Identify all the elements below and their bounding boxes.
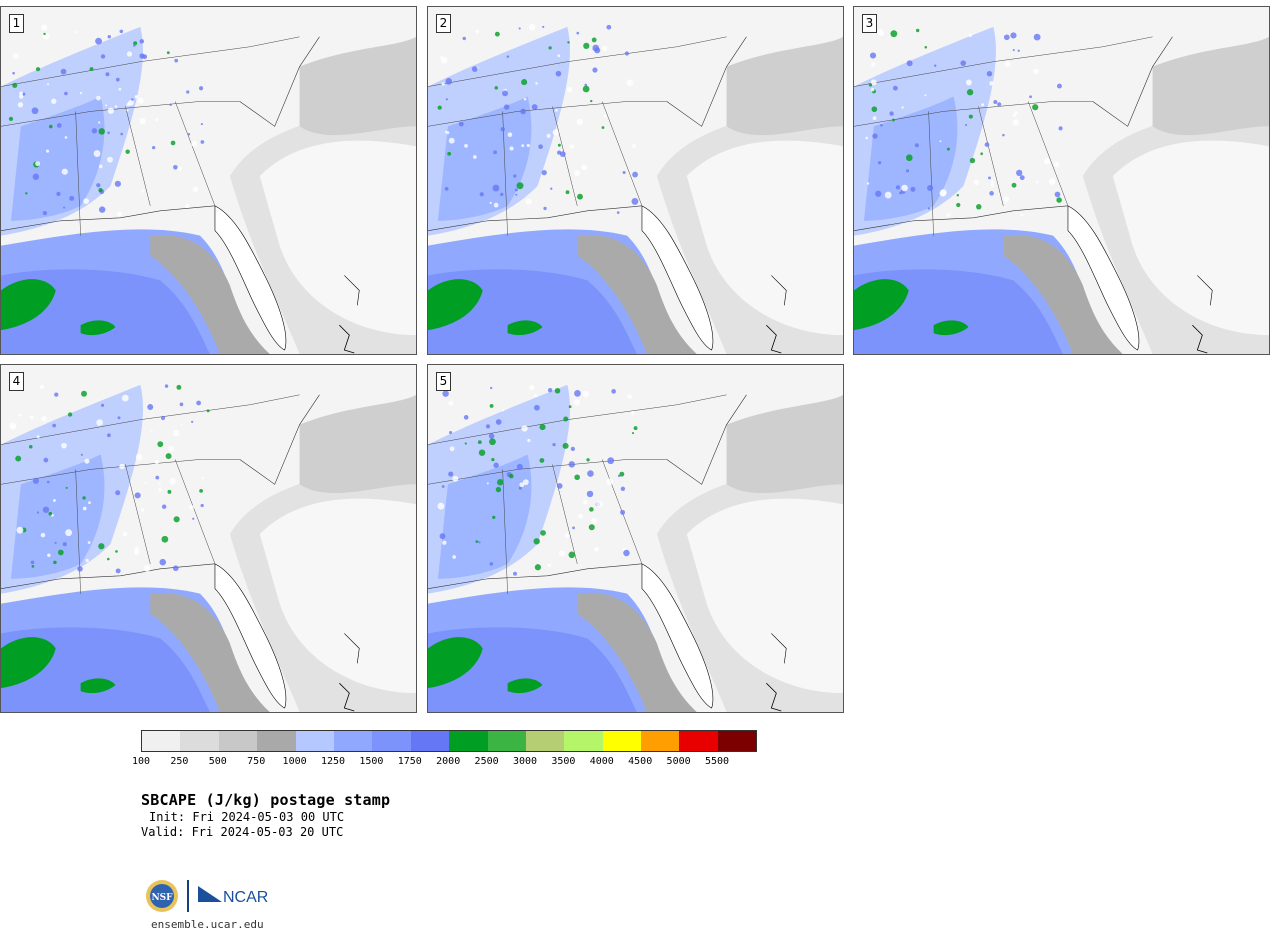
colorbar-swatch [218, 731, 258, 751]
init-time: Init: Fri 2024-05-03 00 UTC [149, 810, 345, 824]
panel-number-label: 4 [9, 372, 24, 391]
colorbar-swatch [602, 731, 642, 751]
colorbar-tick-label: 1500 [359, 756, 384, 767]
colorbar-tick-label: 1000 [282, 756, 307, 767]
panel-number-label: 3 [862, 14, 877, 33]
colorbar-tick-label: 100 [131, 756, 151, 767]
colorbar-swatch [180, 731, 219, 751]
panel-number-label: 2 [436, 14, 451, 33]
stamp-panel-2[interactable]: 2 [427, 6, 844, 355]
colorbar-swatch [142, 731, 181, 751]
colorbar-tick-label: 750 [247, 756, 266, 767]
colorbar-tick-label: 500 [208, 756, 227, 767]
colorbar-swatch [487, 731, 526, 751]
colorbar-swatch [449, 731, 488, 751]
colorbar-swatch [525, 731, 565, 751]
stamp-panel-1[interactable]: 1 [0, 6, 417, 355]
colorbar-tick-label: 5000 [666, 756, 691, 767]
panel-number-label: 1 [9, 14, 24, 33]
colorbar-swatch [333, 731, 373, 751]
colorbar-swatch [372, 731, 411, 751]
figure-title: SBCAPE (J/kg) postage stamp [141, 791, 391, 809]
nsf-logo-icon: NSF [146, 880, 178, 912]
stamp-panel-5[interactable]: 5 [427, 364, 844, 713]
nsf-ncar-logos: NSF NCAR [146, 880, 268, 912]
colorbar-tick-label: 1250 [320, 756, 346, 767]
stamp-panel-4[interactable]: 4 [0, 364, 417, 713]
colorbar-tick-label: 4000 [589, 756, 614, 767]
colorbar-tick-label: 3500 [551, 756, 576, 767]
colorbar-swatch [679, 731, 718, 751]
map-5 [428, 384, 843, 712]
colorbar-swatch [564, 731, 603, 751]
map-3 [854, 26, 1269, 354]
colorbar-tick-label: 4500 [628, 756, 653, 767]
colorbar-tick-label: 3000 [512, 756, 538, 767]
ncar-logo-icon: NCAR [198, 886, 268, 906]
colorbar-swatch [410, 731, 450, 751]
valid-time: Valid: Fri 2024-05-03 20 UTC [141, 825, 344, 839]
ensemble-url: ensemble.ucar.edu [151, 918, 264, 931]
colorbar-tick-label: 2000 [436, 756, 461, 767]
map-2 [428, 24, 843, 354]
colorbar-tick-label: 250 [170, 756, 189, 767]
stamp-panel-3[interactable]: 3 [853, 6, 1270, 355]
colorbar-tick-label: 1750 [397, 756, 422, 767]
colorbar-swatch [717, 731, 757, 751]
panel-number-label: 5 [436, 372, 451, 391]
map-4 [1, 384, 416, 712]
ncar-logo-text: NCAR [223, 889, 268, 906]
colorbar-tick-label: 5500 [704, 756, 730, 767]
colorbar-ticks: 100 250 500 750 1000 1250 1500 1750 2000 2500 3000… [132, 756, 761, 770]
map-1 [1, 24, 416, 354]
colorbar-swatch [641, 731, 680, 751]
colorbar-swatch [295, 731, 334, 751]
nsf-logo-text: NSF [151, 893, 173, 903]
colorbar-swatch [257, 731, 296, 751]
colorbar-tick-label: 2500 [474, 756, 499, 767]
colorbar [141, 730, 758, 752]
